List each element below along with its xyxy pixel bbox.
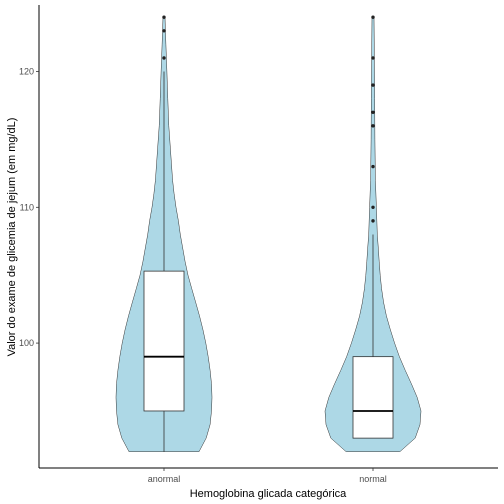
- outlier-normal-2: [371, 164, 375, 169]
- y-tick-label-120: 120: [19, 67, 34, 77]
- outlier-anormal-1: [162, 29, 166, 33]
- outlier-normal-6: [371, 56, 375, 60]
- y-tick-label-100: 100: [19, 338, 34, 348]
- outlier-normal-4: [371, 110, 375, 114]
- plot-area: [115, 15, 422, 452]
- outlier-anormal-2: [162, 15, 166, 19]
- x-tick-label-normal: normal: [359, 474, 387, 484]
- box-normal: [352, 356, 394, 439]
- x-tick-label-anormal: anormal: [148, 474, 181, 484]
- outlier-normal-0: [371, 219, 375, 223]
- y-tick-label-110: 110: [20, 202, 34, 212]
- axes: 100 110 120 anormal normal: [19, 5, 498, 484]
- outlier-anormal-0: [162, 56, 166, 60]
- outlier-normal-3: [371, 124, 375, 128]
- outlier-normal-7: [371, 15, 375, 19]
- box-anormal: [143, 270, 185, 412]
- y-axis-title: Valor do exame de glicemia de jejum (em …: [6, 118, 18, 357]
- outlier-normal-5: [371, 83, 375, 87]
- outlier-normal-1: [371, 205, 375, 210]
- x-axis-title: Hemoglobina glicada categórica: [190, 488, 347, 500]
